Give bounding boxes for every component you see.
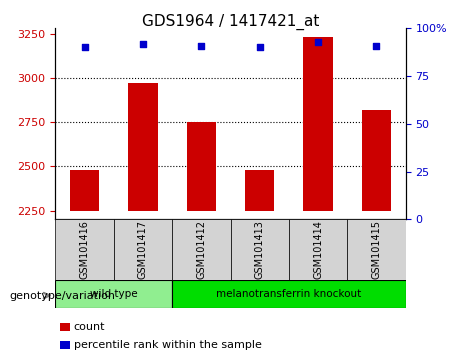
- Bar: [230, 219, 289, 280]
- Bar: [70, 170, 99, 211]
- Text: GSM101413: GSM101413: [254, 220, 265, 279]
- Bar: [114, 219, 172, 280]
- Text: GDS1964 / 1417421_at: GDS1964 / 1417421_at: [142, 14, 319, 30]
- Bar: [128, 83, 158, 211]
- Text: GSM101415: GSM101415: [372, 220, 382, 279]
- Text: GSM101417: GSM101417: [138, 220, 148, 279]
- Point: [198, 43, 205, 48]
- Text: count: count: [74, 322, 105, 332]
- Point: [373, 43, 380, 48]
- Text: percentile rank within the sample: percentile rank within the sample: [74, 340, 262, 350]
- Bar: [55, 280, 172, 308]
- Text: GSM101414: GSM101414: [313, 220, 323, 279]
- Bar: [172, 280, 406, 308]
- Bar: [245, 170, 274, 211]
- Text: GSM101412: GSM101412: [196, 220, 207, 279]
- Point: [139, 41, 147, 46]
- Text: genotype/variation: genotype/variation: [9, 291, 115, 301]
- Bar: [187, 122, 216, 211]
- Text: GSM101416: GSM101416: [79, 220, 89, 279]
- Bar: [362, 110, 391, 211]
- Point: [256, 45, 263, 50]
- Bar: [289, 219, 347, 280]
- Point: [314, 39, 322, 45]
- Bar: [303, 37, 333, 211]
- Text: melanotransferrin knockout: melanotransferrin knockout: [216, 289, 361, 299]
- Point: [81, 45, 88, 50]
- Bar: [347, 219, 406, 280]
- Bar: [55, 219, 114, 280]
- Bar: [172, 219, 230, 280]
- Text: wild type: wild type: [90, 289, 137, 299]
